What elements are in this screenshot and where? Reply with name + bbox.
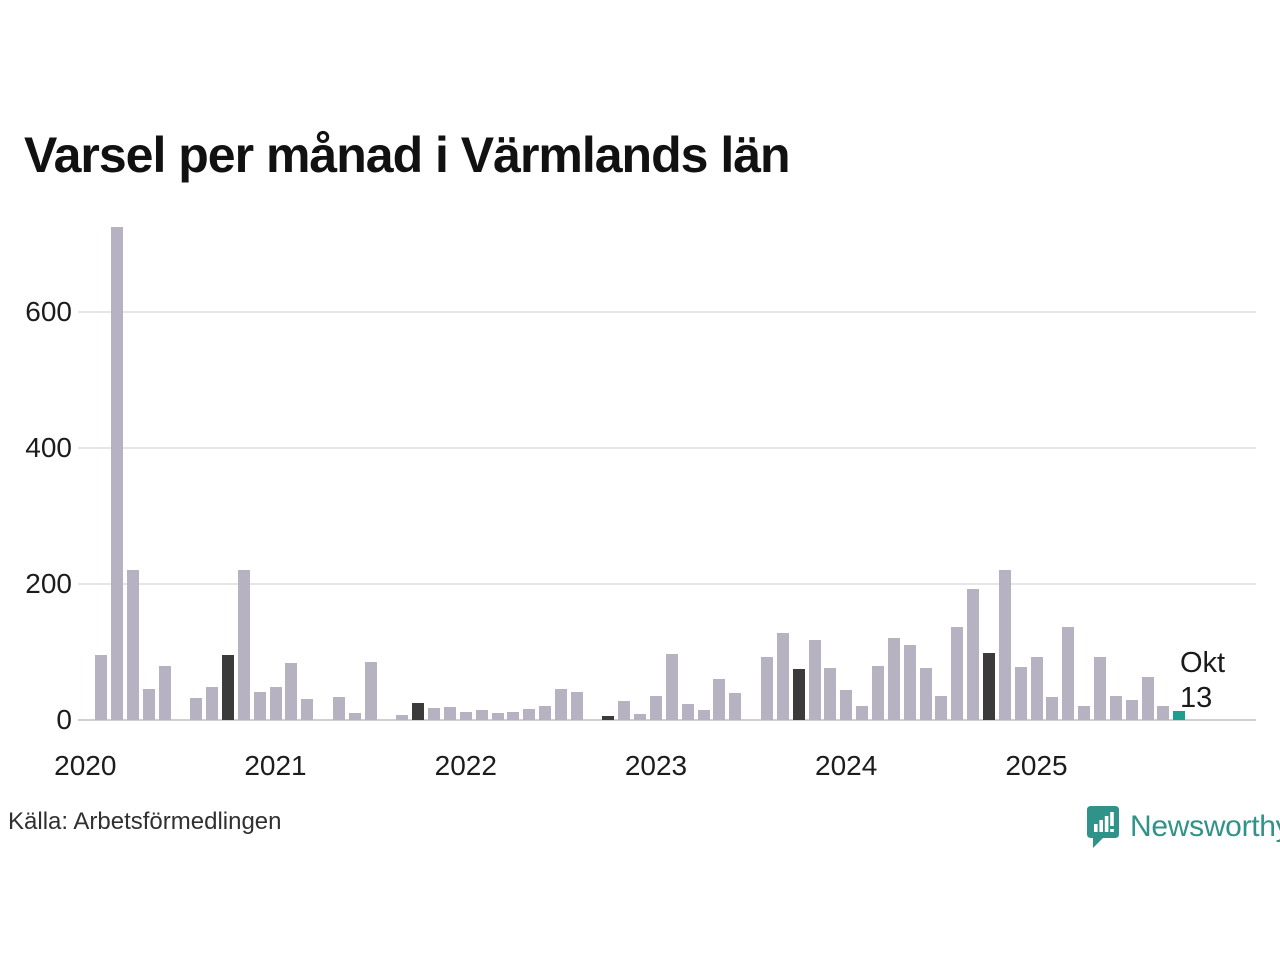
bar-2023-04: [697, 710, 710, 720]
bar-2024-10: [982, 653, 995, 720]
bar-2024-07: [935, 696, 948, 720]
bar-2022-05: [523, 709, 536, 720]
bar-2020-09: [206, 687, 219, 720]
y-axis-tick-label: 200: [25, 568, 72, 599]
bar-2020-05: [142, 689, 155, 720]
x-axis-tick-label-2024: 2024: [815, 750, 878, 781]
bar-2024-06: [919, 668, 932, 720]
bar-2022-12: [634, 714, 647, 720]
bar-2025-07: [1125, 700, 1138, 720]
bar-2021-11: [428, 708, 441, 720]
bar-2022-01: [459, 712, 472, 720]
bar-2020-04: [126, 570, 139, 720]
x-axis-tick-label-2023: 2023: [624, 750, 688, 781]
bar-2023-11: [808, 640, 821, 720]
y-axis-tick-label: 600: [25, 296, 72, 327]
bar-2021-06: [348, 713, 361, 720]
bar-2023-05: [713, 679, 726, 720]
bar-2025-04: [1078, 706, 1090, 720]
bar-2021-10: [412, 703, 425, 720]
bar-2022-06: [539, 706, 551, 720]
annotation-month: Okt: [1180, 647, 1226, 679]
y-axis-tick-label: 400: [25, 432, 72, 463]
annotation-value: 13: [1180, 682, 1213, 714]
bar-2024-12: [1014, 667, 1027, 720]
x-axis-tick-label-2025: 2025: [1005, 750, 1068, 781]
bar-2024-11: [998, 570, 1011, 720]
bar-2020-10: [222, 655, 234, 720]
bar-2021-01: [269, 687, 282, 720]
page-title: Varsel per månad i Värmlands län: [24, 127, 791, 183]
bar-2025-09: [1157, 706, 1170, 720]
bar-2020-02: [95, 655, 108, 720]
y-axis-tick-label: 0: [56, 704, 72, 735]
bar-2023-02: [665, 654, 678, 720]
x-axis-tick-label-2020: 2020: [54, 750, 117, 781]
bar-2020-12: [253, 692, 266, 720]
bar-2023-08: [761, 657, 773, 720]
bar-2024-04: [887, 638, 900, 720]
gridline-y-600: [78, 311, 1256, 313]
bar-2021-07: [364, 662, 377, 720]
bar-2020-03: [111, 227, 123, 720]
bar-2023-06: [729, 693, 742, 720]
bar-2025-05: [1093, 657, 1106, 720]
bar-2022-03: [491, 713, 504, 720]
source-note: Källa: Arbetsförmedlingen: [8, 808, 282, 835]
x-axis-tick-label-2021: 2021: [244, 750, 307, 781]
bar-2022-10: [602, 716, 615, 720]
brand-wordmark: Newsworthy: [1130, 810, 1280, 843]
bar-2022-07: [554, 689, 567, 720]
x-axis-baseline: [78, 719, 1256, 721]
newsworthy-speech-bubble-chart-icon: [1086, 805, 1120, 849]
gridline-y-400: [78, 447, 1256, 449]
bar-2023-09: [776, 633, 789, 720]
current-bar-annotation: Okt 13: [1180, 646, 1225, 716]
bar-2024-01: [840, 690, 853, 720]
bar-2021-03: [301, 699, 314, 720]
bar-2024-03: [871, 666, 884, 720]
bar-2021-12: [443, 707, 456, 720]
bar-2025-10: [1173, 711, 1186, 720]
bar-2022-11: [618, 701, 631, 720]
bar-2023-03: [681, 704, 694, 720]
bar-2022-04: [507, 712, 520, 720]
bar-2023-10: [792, 669, 805, 720]
bar-2025-01: [1030, 657, 1043, 720]
bar-2025-06: [1109, 696, 1122, 720]
bar-2023-12: [824, 668, 837, 720]
bar-2021-02: [285, 663, 298, 720]
bar-2024-02: [856, 706, 869, 720]
bar-2023-01: [650, 696, 662, 720]
bar-2022-08: [570, 692, 583, 720]
brand-lockup: Newsworthy: [1086, 804, 1280, 850]
bar-2021-09: [396, 715, 409, 720]
bar-2020-11: [237, 570, 250, 720]
bar-2024-09: [967, 589, 980, 720]
bar-2024-08: [951, 627, 964, 720]
x-axis-tick-label-2022: 2022: [434, 750, 497, 781]
bar-2025-08: [1141, 677, 1154, 720]
bar-2020-06: [158, 666, 171, 720]
bar-2024-05: [903, 645, 916, 720]
bar-2025-03: [1062, 627, 1075, 720]
bar-2020-08: [190, 698, 203, 720]
bar-2025-02: [1046, 697, 1059, 720]
bar-2022-02: [475, 710, 488, 720]
gridline-y-200: [78, 583, 1256, 585]
bar-2021-05: [332, 697, 345, 720]
